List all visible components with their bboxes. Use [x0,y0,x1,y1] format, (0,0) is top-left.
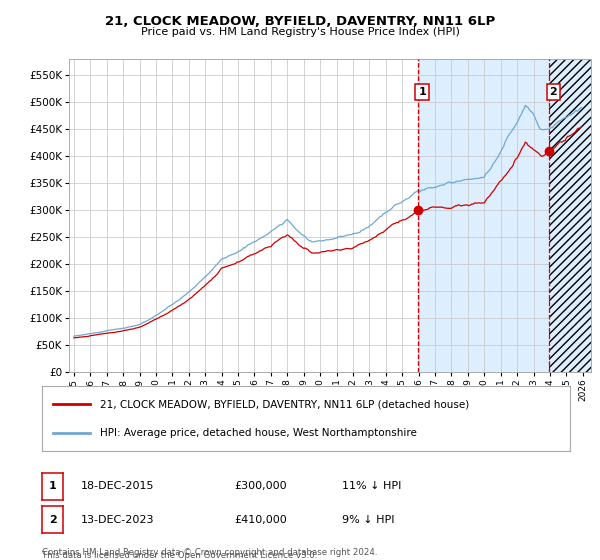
Text: Contains HM Land Registry data © Crown copyright and database right 2024.: Contains HM Land Registry data © Crown c… [42,548,377,557]
Bar [418,59,600,372]
Text: 11% ↓ HPI: 11% ↓ HPI [342,481,401,491]
Text: 21, CLOCK MEADOW, BYFIELD, DAVENTRY, NN11 6LP: 21, CLOCK MEADOW, BYFIELD, DAVENTRY, NN1… [105,15,495,27]
Text: 18-DEC-2015: 18-DEC-2015 [81,481,155,491]
Text: £410,000: £410,000 [234,515,287,525]
Text: 13-DEC-2023: 13-DEC-2023 [81,515,155,525]
Bar [550,59,600,372]
Text: 2: 2 [550,87,557,97]
Text: 1: 1 [418,87,426,97]
Text: £300,000: £300,000 [234,481,287,491]
Text: 9% ↓ HPI: 9% ↓ HPI [342,515,395,525]
Text: This data is licensed under the Open Government Licence v3.0.: This data is licensed under the Open Gov… [42,551,317,560]
Text: Price paid vs. HM Land Registry's House Price Index (HPI): Price paid vs. HM Land Registry's House … [140,27,460,38]
Text: HPI: Average price, detached house, West Northamptonshire: HPI: Average price, detached house, West… [100,428,417,438]
Text: 2: 2 [49,515,56,525]
Text: 1: 1 [49,481,56,491]
Text: 21, CLOCK MEADOW, BYFIELD, DAVENTRY, NN11 6LP (detached house): 21, CLOCK MEADOW, BYFIELD, DAVENTRY, NN1… [100,399,469,409]
